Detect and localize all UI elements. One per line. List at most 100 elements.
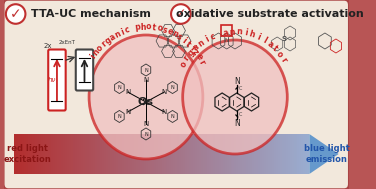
Polygon shape: [227, 134, 229, 174]
Polygon shape: [213, 134, 215, 174]
Polygon shape: [280, 134, 282, 174]
Polygon shape: [126, 134, 128, 174]
Text: n: n: [236, 27, 242, 37]
Text: g: g: [103, 35, 113, 46]
Polygon shape: [26, 134, 27, 174]
Polygon shape: [18, 134, 20, 174]
Polygon shape: [235, 134, 237, 174]
Polygon shape: [118, 134, 120, 174]
Polygon shape: [272, 134, 274, 174]
Polygon shape: [274, 134, 276, 174]
Polygon shape: [110, 134, 112, 174]
Text: a: a: [223, 28, 229, 38]
Polygon shape: [59, 134, 61, 174]
Polygon shape: [97, 134, 99, 174]
Polygon shape: [33, 134, 35, 174]
Text: N: N: [162, 89, 167, 95]
Polygon shape: [177, 134, 179, 174]
Polygon shape: [264, 134, 266, 174]
Text: i: i: [244, 28, 248, 38]
Text: ✓: ✓: [175, 7, 186, 21]
Text: hν: hν: [48, 77, 56, 83]
Text: h: h: [141, 22, 146, 32]
Polygon shape: [197, 134, 199, 174]
Polygon shape: [284, 134, 286, 174]
Polygon shape: [83, 134, 85, 174]
Polygon shape: [27, 134, 30, 174]
Text: red light
excitation: red light excitation: [4, 144, 52, 164]
Text: n: n: [113, 29, 122, 40]
Polygon shape: [43, 134, 45, 174]
Text: a: a: [191, 43, 201, 53]
Polygon shape: [248, 134, 250, 174]
Polygon shape: [103, 134, 105, 174]
Text: r: r: [100, 39, 109, 49]
Text: 2x: 2x: [44, 43, 52, 49]
Text: oxidative substrate activation: oxidative substrate activation: [176, 9, 364, 19]
Polygon shape: [114, 134, 116, 174]
Polygon shape: [57, 134, 59, 174]
Text: N: N: [143, 121, 149, 127]
Polygon shape: [35, 134, 38, 174]
Polygon shape: [63, 134, 65, 174]
Polygon shape: [16, 134, 18, 174]
Polygon shape: [195, 134, 197, 174]
Polygon shape: [87, 134, 89, 174]
Polygon shape: [159, 134, 162, 174]
Text: n: n: [196, 38, 206, 49]
Polygon shape: [105, 134, 106, 174]
Polygon shape: [152, 134, 154, 174]
Polygon shape: [268, 134, 270, 174]
Polygon shape: [211, 134, 213, 174]
Text: s: s: [175, 32, 183, 42]
Polygon shape: [130, 134, 132, 174]
Polygon shape: [278, 134, 280, 174]
Text: N: N: [225, 39, 229, 43]
Polygon shape: [307, 134, 309, 174]
Polygon shape: [120, 134, 122, 174]
Text: N: N: [125, 89, 130, 95]
Text: z: z: [191, 48, 200, 57]
Polygon shape: [175, 134, 177, 174]
FancyBboxPatch shape: [48, 50, 66, 111]
Polygon shape: [14, 134, 16, 174]
Text: 2xEnT: 2xEnT: [59, 40, 76, 46]
Polygon shape: [124, 134, 126, 174]
Text: e: e: [165, 27, 174, 37]
Text: l: l: [261, 36, 268, 45]
Polygon shape: [302, 134, 303, 174]
Polygon shape: [170, 134, 171, 174]
Polygon shape: [258, 134, 260, 174]
Text: N: N: [118, 85, 121, 90]
Polygon shape: [99, 134, 100, 174]
Text: r: r: [182, 54, 192, 63]
Text: p: p: [135, 23, 141, 32]
Polygon shape: [116, 134, 118, 174]
Polygon shape: [20, 134, 22, 174]
Polygon shape: [148, 134, 150, 174]
Polygon shape: [61, 134, 63, 174]
Polygon shape: [286, 134, 288, 174]
Polygon shape: [112, 134, 114, 174]
Text: N: N: [118, 114, 121, 119]
Polygon shape: [142, 134, 144, 174]
Polygon shape: [254, 134, 256, 174]
Circle shape: [89, 35, 203, 159]
Polygon shape: [69, 134, 71, 174]
Polygon shape: [164, 134, 165, 174]
Text: a: a: [265, 39, 274, 50]
Polygon shape: [179, 134, 181, 174]
Text: i: i: [188, 44, 196, 52]
Polygon shape: [199, 134, 201, 174]
Polygon shape: [189, 134, 191, 174]
Text: N: N: [125, 109, 130, 115]
Polygon shape: [223, 134, 224, 174]
Polygon shape: [296, 134, 297, 174]
Text: o: o: [178, 60, 189, 69]
Polygon shape: [154, 134, 156, 174]
Polygon shape: [73, 134, 75, 174]
Polygon shape: [290, 134, 291, 174]
Polygon shape: [150, 134, 152, 174]
Text: r: r: [279, 56, 289, 64]
Polygon shape: [215, 134, 217, 174]
